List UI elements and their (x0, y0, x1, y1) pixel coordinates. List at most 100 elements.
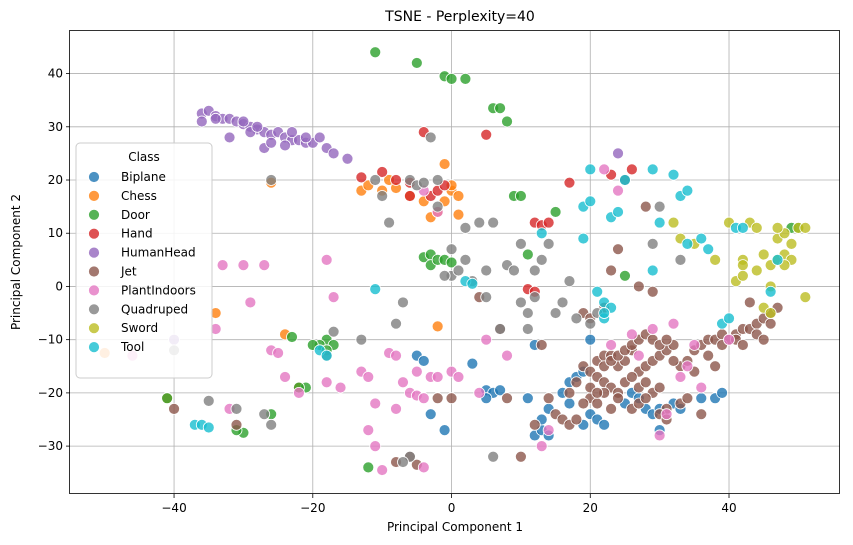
data-point (653, 200, 666, 213)
data-point (390, 174, 402, 186)
data-point (619, 269, 631, 282)
data-point (612, 147, 624, 160)
data-point (556, 296, 569, 309)
y-tick-label: 10 (48, 226, 63, 240)
y-axis-ticks: −30 −20 −10 0 10 20 30 40 (38, 67, 70, 453)
data-point (501, 115, 513, 128)
data-point (445, 72, 458, 85)
data-point (334, 381, 347, 394)
data-point (410, 365, 423, 378)
data-point (209, 112, 222, 125)
x-tick-label: 0 (448, 501, 456, 515)
data-point (390, 402, 402, 415)
y-axis-label: Principal Component 2 (9, 194, 23, 330)
legend-box (75, 142, 213, 379)
data-point (736, 269, 749, 282)
data-point (750, 264, 763, 277)
data-point (501, 392, 513, 405)
data-point (327, 325, 340, 338)
series-hand (355, 126, 638, 298)
legend-label: Sword (121, 321, 158, 335)
data-point (764, 317, 777, 330)
data-point (390, 317, 402, 330)
data-point (702, 243, 715, 256)
data-point (216, 259, 229, 272)
legend-label: Quadruped (121, 302, 188, 316)
data-point (480, 264, 493, 277)
data-point (320, 349, 333, 362)
data-point (660, 408, 673, 421)
legend-item: Quadruped (88, 302, 188, 316)
x-tick-label: 40 (721, 501, 736, 515)
data-point (535, 227, 548, 240)
data-point (563, 275, 576, 288)
data-point (424, 131, 437, 144)
legend-marker (88, 341, 100, 354)
data-point (771, 253, 784, 266)
data-point (237, 115, 250, 128)
data-point (736, 259, 749, 272)
data-point (542, 424, 555, 437)
data-point (750, 222, 763, 234)
data-point (494, 102, 506, 115)
data-point (431, 392, 444, 405)
data-point (695, 381, 708, 394)
legend-marker (88, 303, 100, 316)
legend-items: Biplane Chess Door Hand HumanHead Jet PlantInd… (88, 170, 196, 354)
data-point (452, 208, 465, 221)
data-point (591, 386, 604, 399)
data-point (667, 355, 680, 367)
data-point (327, 291, 340, 303)
data-point (168, 402, 180, 415)
data-point (653, 216, 666, 229)
legend-title: Class (128, 150, 160, 164)
data-point (466, 357, 479, 370)
data-point (598, 163, 611, 176)
y-tick-label: −30 (38, 439, 63, 453)
data-point (459, 222, 472, 234)
data-point (376, 190, 389, 202)
data-point (480, 128, 493, 141)
legend-label: Tool (120, 340, 144, 354)
data-point (535, 339, 548, 351)
legend-item: Sword (88, 321, 158, 335)
data-point (625, 371, 638, 383)
data-point (709, 360, 722, 373)
data-point (202, 394, 215, 407)
legend-label: PlantIndoors (121, 283, 196, 297)
data-point (431, 371, 444, 383)
data-point (646, 237, 659, 250)
data-point (577, 397, 590, 410)
data-point (258, 259, 271, 272)
data-point (202, 421, 215, 434)
legend-marker (88, 284, 100, 297)
data-point (473, 386, 486, 399)
data-point (417, 461, 430, 474)
data-point (223, 131, 236, 144)
legend-label: Door (121, 208, 150, 222)
data-point (584, 195, 597, 208)
data-point (397, 376, 409, 389)
data-point (480, 333, 493, 346)
data-point (660, 333, 673, 346)
data-point (625, 163, 638, 176)
data-point (293, 386, 305, 399)
data-point (355, 333, 368, 346)
data-point (646, 264, 659, 277)
data-point (695, 392, 708, 405)
data-point (612, 206, 624, 218)
data-point (639, 376, 652, 389)
data-point (764, 285, 777, 298)
data-point (521, 248, 534, 261)
data-point (452, 190, 465, 202)
legend-label: Chess (121, 189, 157, 203)
data-point (785, 237, 798, 250)
data-point (736, 339, 749, 351)
data-point (417, 176, 430, 189)
y-tick-label: 30 (48, 120, 63, 134)
data-point (515, 450, 527, 463)
data-point (320, 253, 333, 266)
data-point (272, 347, 285, 359)
x-axis-ticks: −40 −20 0 20 40 (161, 494, 737, 515)
data-point (528, 418, 541, 431)
